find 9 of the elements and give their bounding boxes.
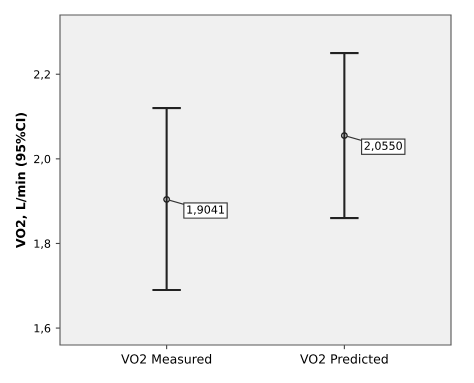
data-label: 1,9041	[187, 205, 224, 215]
y-tick-label: 1,8	[34, 239, 50, 249]
x-tick-label: VO2 Measured	[121, 354, 212, 364]
y-tick-label: 2,0	[34, 154, 50, 164]
data-label: 2,0550	[364, 142, 402, 152]
x-tick-label: VO2 Predicted	[300, 354, 388, 364]
y-axis-title: VO2, L/min (95%CI)	[16, 113, 27, 248]
y-tick-label: 2,2	[34, 70, 50, 80]
y-tick-label: 1,6	[34, 324, 50, 334]
